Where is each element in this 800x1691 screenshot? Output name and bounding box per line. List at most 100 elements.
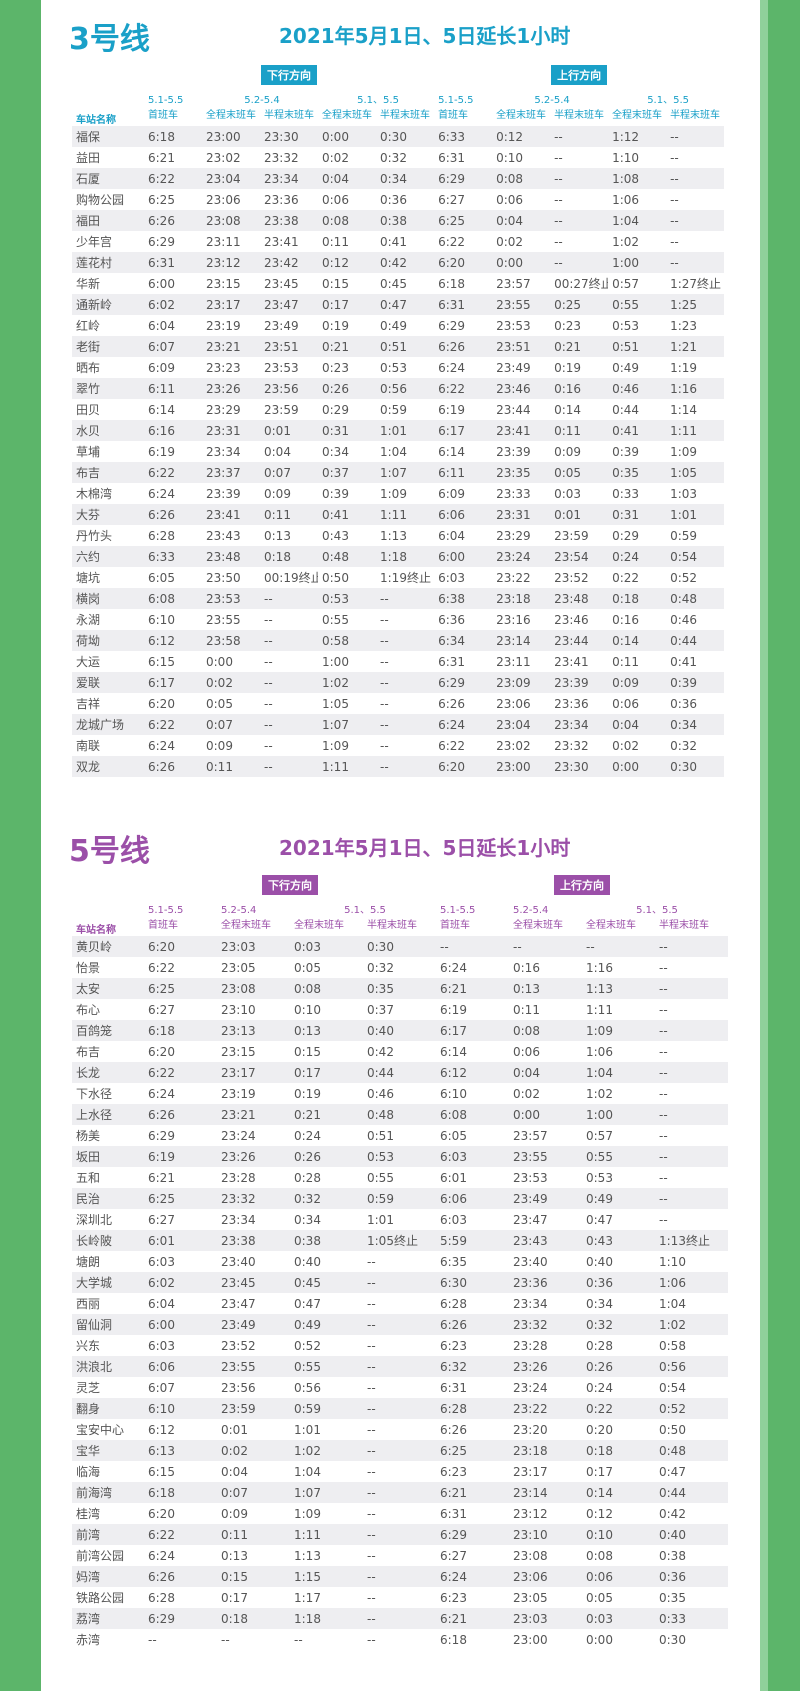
- time-cell: 1:09: [322, 738, 349, 753]
- time-cell: 0:48: [655, 1440, 728, 1461]
- time-cell: 0:01: [550, 504, 609, 525]
- time-cell: 6:00: [144, 1314, 217, 1335]
- time-cell: 6:33: [434, 126, 493, 147]
- time-cell: 1:01: [666, 504, 725, 525]
- station-name: 灵芝: [76, 1381, 101, 1395]
- time-cell: 6:13: [144, 1440, 217, 1461]
- time-cell: 0:00: [586, 1632, 613, 1647]
- time-cell: 0:32: [380, 150, 407, 165]
- row: 上水径 6:26 23:21 0:21 0:48 6:08 0:00 1:00 --: [72, 1104, 728, 1125]
- time-cell: 6:06: [434, 504, 493, 525]
- column-header: 半程末班车: [264, 110, 314, 121]
- time-cell: 23:33: [496, 486, 531, 501]
- time-cell: 6:11: [144, 378, 202, 399]
- time-cell: 23:48: [550, 588, 609, 609]
- time-cell: 0:49: [380, 318, 407, 333]
- time-cell: 6:16: [144, 420, 202, 441]
- time-cell: --: [655, 978, 728, 999]
- time-cell: --: [376, 672, 435, 693]
- row: 红岭 6:04 23:19 23:49 0:19 0:49 6:29 23:53 0:23 0:5…: [72, 315, 724, 336]
- station-name: 西丽: [76, 1297, 101, 1311]
- time-cell: --: [260, 588, 318, 609]
- time-cell: 23:53: [202, 588, 260, 609]
- station-name: 塘朗: [76, 1255, 101, 1269]
- column-header: 全程末班车: [586, 920, 636, 931]
- time-cell: 0:03: [582, 1608, 655, 1629]
- time-cell: 23:47: [513, 1212, 548, 1227]
- row: 赤湾 -- -- -- -- 6:18 23:00 0:00 0:30: [72, 1629, 728, 1650]
- time-cell: 23:13: [217, 1020, 290, 1041]
- time-cell: 0:11: [322, 234, 349, 249]
- time-cell: 0:08: [586, 1548, 613, 1563]
- time-cell: 6:20: [434, 756, 493, 777]
- time-cell: 6:27: [440, 1548, 467, 1563]
- time-cell: 6:18: [438, 276, 466, 291]
- time-cell: --: [367, 1380, 376, 1395]
- time-cell: 6:31: [434, 294, 493, 315]
- time-cell: --: [363, 1356, 436, 1377]
- time-cell: 6:03: [440, 1212, 467, 1227]
- time-cell: 23:08: [217, 978, 290, 999]
- station-name: 临海: [76, 1465, 101, 1479]
- period: 5.1-5.5: [438, 95, 474, 106]
- row: 荔湾 6:29 0:18 1:18 -- 6:21 23:03 0:03 0:33: [72, 1608, 728, 1629]
- time-cell: 1:06: [612, 192, 640, 207]
- station-name: 大运: [76, 655, 101, 669]
- period: 5.2-5.4: [513, 905, 549, 916]
- time-cell: 6:08: [144, 588, 202, 609]
- time-cell: 6:11: [434, 462, 493, 483]
- time-cell: 6:24: [148, 486, 175, 501]
- time-cell: 1:00: [322, 654, 349, 669]
- time-cell: --: [367, 1422, 376, 1437]
- row: 草埔 6:19 23:34 0:04 0:34 1:04 6:14 23:39 0:09 0:39…: [72, 441, 724, 462]
- time-cell: 0:15: [217, 1566, 290, 1587]
- time-cell: 0:47: [659, 1464, 686, 1479]
- time-cell: 0:48: [666, 588, 725, 609]
- time-cell: --: [666, 252, 725, 273]
- time-cell: 0:19: [294, 1086, 321, 1101]
- time-cell: 23:49: [509, 1188, 582, 1209]
- station-name: 杨美: [76, 1129, 101, 1143]
- period: 5.1、5.5: [344, 905, 386, 916]
- time-cell: 6:24: [438, 360, 466, 375]
- time-cell: 0:32: [670, 738, 698, 753]
- time-cell: 0:07: [217, 1482, 290, 1503]
- time-cell: 6:29: [144, 1608, 217, 1629]
- time-cell: 23:19: [221, 1086, 256, 1101]
- time-cell: 0:39: [666, 672, 725, 693]
- time-cell: 23:58: [202, 630, 260, 651]
- column-header: 半程末班车: [670, 110, 721, 121]
- time-cell: --: [363, 1398, 436, 1419]
- time-cell: 0:31: [608, 504, 667, 525]
- time-cell: 1:01: [294, 1422, 321, 1437]
- time-cell: 6:21: [436, 978, 509, 999]
- time-cell: --: [380, 738, 389, 753]
- time-cell: 0:49: [290, 1314, 363, 1335]
- time-cell: 6:12: [148, 1422, 175, 1437]
- time-cell: 1:11: [290, 1524, 363, 1545]
- time-cell: --: [655, 1020, 728, 1041]
- table-body: 福保 6:18 23:00 23:30 0:00 0:30 6:33 0:12 -- 1:12 --…: [72, 126, 725, 777]
- time-cell: 23:24: [513, 1380, 548, 1395]
- station-name: 布吉: [72, 462, 144, 483]
- time-cell: 0:51: [367, 1128, 394, 1143]
- time-cell: 23:19: [206, 318, 241, 333]
- time-cell: 6:25: [434, 210, 493, 231]
- time-cell: --: [363, 1566, 436, 1587]
- time-cell: 0:53: [363, 1146, 436, 1167]
- time-cell: 1:01: [367, 1212, 394, 1227]
- time-cell: 1:09: [380, 486, 407, 501]
- time-cell: 6:27: [438, 192, 466, 207]
- time-cell: 0:07: [260, 462, 318, 483]
- blank: [72, 62, 144, 86]
- station-name: 前海湾: [72, 1482, 144, 1503]
- time-cell: 6:01: [144, 1230, 217, 1251]
- time-cell: 0:21: [550, 336, 609, 357]
- time-cell: --: [655, 1104, 728, 1125]
- time-cell: 0:36: [582, 1272, 655, 1293]
- row: 南联 6:24 0:09 -- 1:09 -- 6:22 23:02 23:32 0:02 0:32: [72, 735, 724, 756]
- time-cell: 6:12: [436, 1062, 509, 1083]
- time-cell: 0:22: [612, 570, 640, 585]
- time-cell: 23:20: [513, 1422, 548, 1437]
- time-cell: 0:43: [322, 528, 349, 543]
